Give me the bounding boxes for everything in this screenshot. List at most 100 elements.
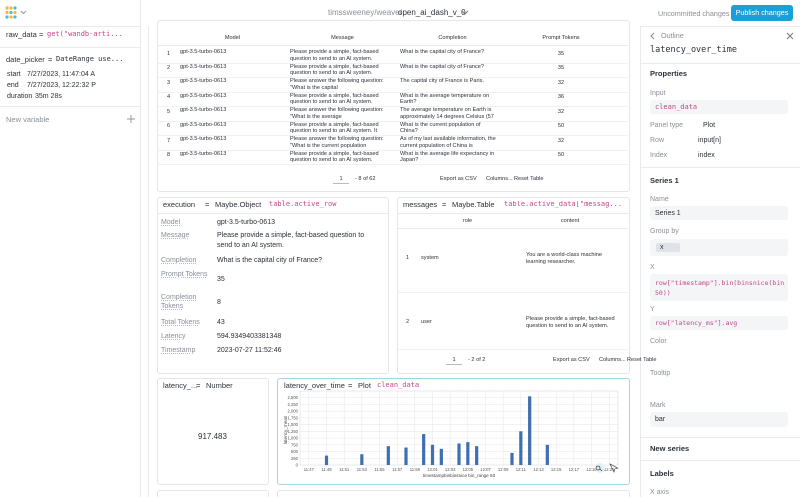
bar [475,446,479,465]
property-label: Group by [650,228,679,235]
property-label: Mark [650,402,666,409]
back-icon[interactable] [648,32,656,40]
divider [398,292,628,293]
divider [640,460,800,461]
table-action[interactable]: Export as CSV [440,176,477,182]
page-input[interactable]: 1 [333,176,349,184]
page-input[interactable]: 1 [446,357,462,365]
y-tick-label: 1,000 [288,436,299,441]
pointer-icon [609,463,619,473]
latency-type: Number [206,381,233,390]
field-key: Completion [161,257,197,264]
table-cell: You are a world-class machine learning r… [526,252,602,265]
mark-field [650,412,788,427]
table-action[interactable]: Columns... [486,176,513,182]
y-tick-label: 2,250 [288,402,299,407]
x-tick-label: 11:57 [392,467,403,472]
range-label: end [7,82,19,89]
table-action[interactable]: Export as CSV [553,357,590,363]
var-expr: get("wandb-arti... [47,30,123,38]
plot-name: latency_over_time [284,381,345,390]
add-icon[interactable] [127,115,135,123]
bar [360,454,364,465]
column-header: Model [224,35,241,41]
property-label: Y [650,306,655,313]
divider [0,26,140,27]
var-expr: DateRange use... [56,55,124,63]
table-action[interactable]: Columns... [599,357,626,363]
y-tick-label: 750 [291,442,299,447]
field-key: Completion Tokens [161,294,197,310]
mark-value[interactable]: bar [655,416,666,423]
bar [404,447,408,465]
table-action[interactable]: Reset Table [514,176,544,182]
panel [157,490,269,497]
table-cell: gpt-3.5-turbo-0613 [180,78,227,84]
y-tick-label: 1,750 [288,415,299,420]
section-title: New series [650,444,690,453]
y-tick-label: 1,500 [288,422,299,427]
field-key: Prompt Tokens [161,271,208,278]
bar [439,448,443,465]
y-tick-label: 2,000 [288,409,299,414]
table-cell: Please provide a simple, fact-based ques… [290,92,379,106]
var-name: raw_data [6,30,37,39]
board-name[interactable]: open_ai_dash_v_0 [398,8,466,17]
x-tick-label: 12:09 [498,467,509,472]
latency-value: 917.483 [198,432,227,441]
bar [430,444,435,465]
equals: = [196,381,201,390]
messages-expr: table.active_data["messag... [504,201,623,208]
bar [324,455,329,465]
x-tick-label: 11:55 [374,467,385,472]
x-tick-label: 12:19 [586,467,597,472]
messages-name: messages [403,200,438,209]
divider [0,106,140,107]
divider [398,349,628,350]
property-value: input[n] [698,137,721,144]
field-value: gpt-3.5-turbo-0613 [217,219,275,226]
x-tick-label: 12:13 [533,467,544,472]
range-value: 35m 28s [35,93,62,100]
y-tick-label: 0 [296,463,299,468]
breadcrumb-path[interactable]: timssweeney/weave/ [328,8,402,17]
divider [158,149,628,151]
column-header: Message [331,35,354,41]
property-label: Input [650,90,666,97]
new-variable[interactable]: New variable [6,115,50,124]
input-field [650,100,788,114]
property-value[interactable]: Plot [703,122,716,129]
row-index: 1 [167,50,171,57]
x-tick-label: 12:17 [569,467,580,472]
divider [398,228,628,229]
table-cell: Please answer the following question: "W… [290,107,384,120]
panel [277,490,630,497]
property-label: Panel type [650,122,684,129]
table-action[interactable]: Reset Table [627,357,657,363]
divider [640,26,800,27]
bar [386,446,390,465]
row-index: 2 [406,319,410,325]
canvas-border [148,26,149,497]
table-cell: 35 [557,50,565,57]
dropdown-icon[interactable] [461,10,469,16]
status: Uncommitted changes [658,9,730,18]
table-cell: gpt-3.5-turbo-0613 [180,107,227,113]
property-value: index [698,152,715,159]
field-value: 43 [217,319,225,326]
close-icon[interactable] [786,32,794,40]
outline-title: Outline [661,31,684,40]
column-header: content [560,218,580,224]
plot-type: Plot [358,381,371,390]
publish-button[interactable]: Publish changes [731,5,793,21]
table-cell: Please answer the following question: "W… [290,136,384,149]
x-field [650,274,788,301]
x-tick-label: 12:01 [427,467,438,472]
table-cell: gpt-3.5-turbo-0613 [180,150,227,157]
y-field [650,316,788,330]
table-cell: 36 [557,94,565,100]
divider [0,47,140,48]
group-field [650,239,788,256]
